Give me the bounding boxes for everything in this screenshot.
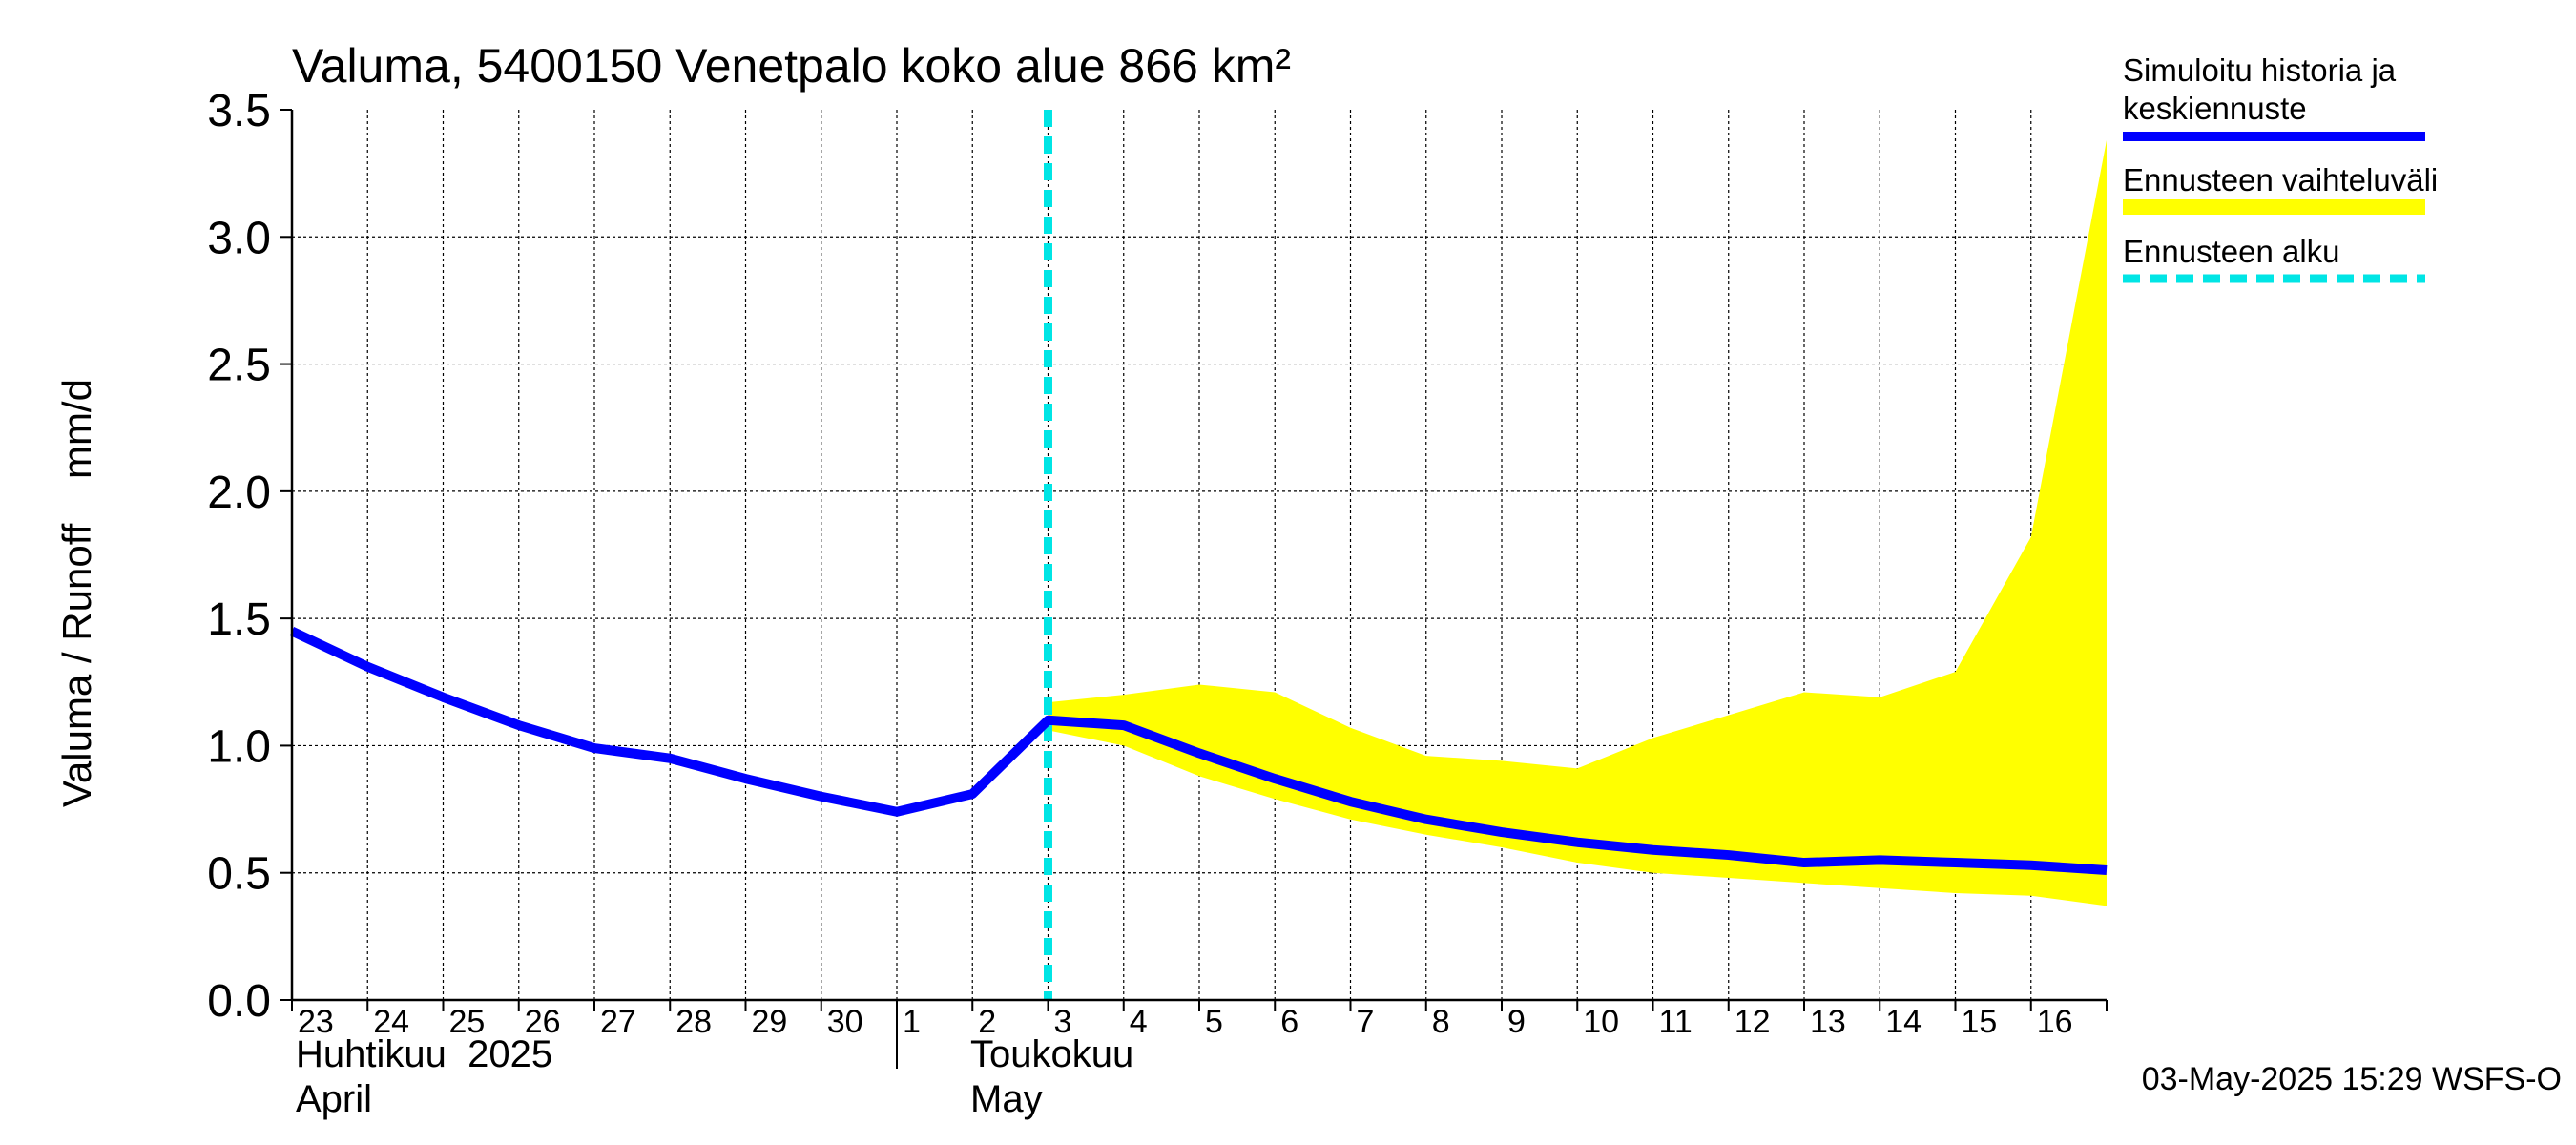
- y-tick-label: 2.5: [207, 341, 271, 391]
- x-tick-label: 5: [1205, 1004, 1223, 1040]
- timestamp-footer: 03-May-2025 15:29 WSFS-O: [2142, 1061, 2562, 1097]
- plot-area: 0.00.51.01.52.02.53.03.5 23 24 25 26 27 28 29 3…: [207, 86, 2108, 1040]
- y-tick-label: 3.5: [207, 86, 271, 136]
- month-labels: Huhtikuu 2025 April Toukokuu May: [296, 1000, 1133, 1120]
- x-tick-label: 24: [373, 1004, 409, 1040]
- x-tick-label: 8: [1432, 1004, 1450, 1040]
- legend-label-forecast-start: Ennusteen alku: [2123, 234, 2340, 269]
- x-tick-label: 14: [1885, 1004, 1922, 1040]
- legend: Simuloitu historia ja keskiennuste Ennus…: [2123, 52, 2438, 283]
- x-tick-label: 4: [1130, 1004, 1148, 1040]
- month-label-may-line2: May: [970, 1078, 1043, 1120]
- x-tick-label: 28: [675, 1004, 712, 1040]
- y-axis-label: Valuma / Runoff mm/d: [54, 379, 99, 807]
- x-tick-label: 15: [1962, 1004, 1998, 1040]
- month-label-may-line1: Toukokuu: [970, 1033, 1133, 1075]
- x-tick-label: 11: [1659, 1004, 1693, 1040]
- x-tick-label: 2: [978, 1004, 996, 1040]
- y-tick-labels: 0.0 0.5 1.0 1.5 2.0 2.5 3.0 3.5: [207, 86, 292, 1027]
- month-label-april-line1: Huhtikuu 2025: [296, 1033, 552, 1075]
- x-tick-label: 30: [827, 1004, 863, 1040]
- x-tick-label: 27: [600, 1004, 636, 1040]
- x-tick-label: 6: [1280, 1004, 1298, 1040]
- x-tick-label: 1: [903, 1004, 921, 1040]
- x-tick-label: 26: [525, 1004, 561, 1040]
- y-tick-label: 1.5: [207, 594, 271, 645]
- x-tick-label: 12: [1735, 1004, 1771, 1040]
- x-tick-label: 13: [1810, 1004, 1846, 1040]
- month-label-april-line2: April: [296, 1078, 372, 1120]
- forecast-range-band: [1048, 139, 2107, 906]
- x-tick-label: 7: [1357, 1004, 1375, 1040]
- y-tick-label: 0.5: [207, 849, 271, 900]
- y-tick-label: 3.0: [207, 213, 271, 263]
- y-tick-label: 1.0: [207, 721, 271, 772]
- simulated-runoff-line: [289, 626, 2108, 876]
- x-tick-labels: 23 24 25 26 27 28 29 30 1 2 3 4 5 6 7 8 9 10 11 12 13 14 15 16: [291, 1000, 2108, 1040]
- y-tick-label: 0.0: [207, 976, 271, 1027]
- x-tick-label: 9: [1507, 1004, 1526, 1040]
- chart-title: Valuma, 5400150 Venetpalo koko alue 866 …: [292, 39, 1291, 93]
- x-tick-label: 23: [298, 1004, 334, 1040]
- x-tick-label: 10: [1583, 1004, 1619, 1040]
- y-tick-label: 2.0: [207, 468, 271, 518]
- x-tick-label: 3: [1054, 1004, 1072, 1040]
- legend-label-range: Ennusteen vaihteluväli: [2123, 162, 2438, 198]
- legend-label-simulated-line2: keskiennuste: [2123, 91, 2307, 126]
- x-tick-label: 25: [449, 1004, 486, 1040]
- x-tick-label: 16: [2037, 1004, 2073, 1040]
- legend-label-simulated-line1: Simuloitu historia ja: [2123, 52, 2397, 88]
- x-tick-label: 29: [752, 1004, 788, 1040]
